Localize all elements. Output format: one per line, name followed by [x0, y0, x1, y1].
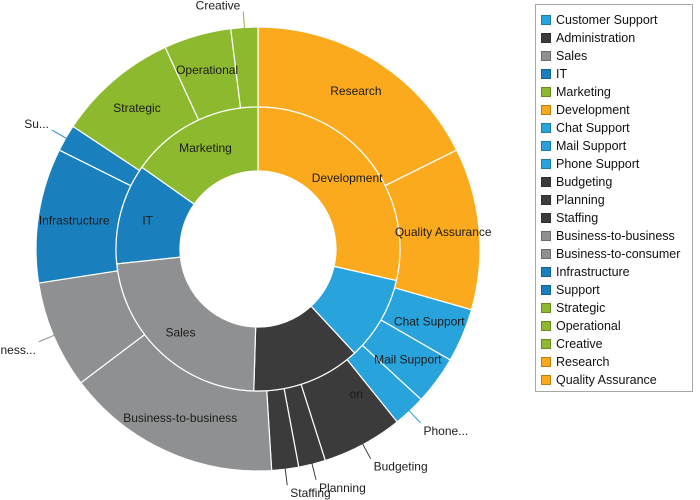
legend-label: Creative: [556, 337, 603, 351]
inner-ring: [115, 106, 401, 392]
legend-item-sales[interactable]: Sales: [541, 47, 692, 65]
legend-item-quality-assurance[interactable]: Quality Assurance: [541, 371, 692, 389]
legend-swatch: [541, 51, 551, 61]
leader-line-business-to-consumer: [38, 333, 58, 343]
legend-item-infrastructure[interactable]: Infrastructure: [541, 263, 692, 281]
legend-label: Budgeting: [556, 175, 613, 189]
legend-swatch: [541, 69, 551, 79]
outer-label-infrastructure: Infrastructure: [39, 213, 110, 227]
inner-label-it: IT: [142, 213, 153, 227]
legend-item-research[interactable]: Research: [541, 353, 692, 371]
legend-swatch: [541, 231, 551, 241]
legend-item-business-to-consumer[interactable]: Business-to-consumer: [541, 245, 692, 263]
legend-label: Research: [556, 355, 610, 369]
legend-item-mail-support[interactable]: Mail Support: [541, 137, 692, 155]
outer-label-mail-support: Mail Support: [374, 352, 442, 366]
legend-swatch: [541, 177, 551, 187]
legend-swatch: [541, 285, 551, 295]
legend-swatch: [541, 195, 551, 205]
legend-item-marketing[interactable]: Marketing: [541, 83, 692, 101]
inner-label-sales: Sales: [165, 326, 195, 340]
inner-segment-marketing[interactable]: [141, 106, 259, 205]
outer-label-phone-support: Phone...: [423, 424, 468, 438]
legend-swatch: [541, 303, 551, 313]
legend-item-customer-support[interactable]: Customer Support: [541, 11, 692, 29]
leader-line-planning: [310, 460, 317, 480]
legend-label: Chat Support: [556, 121, 630, 135]
legend-label: Infrastructure: [556, 265, 630, 279]
legend-item-business-to-business[interactable]: Business-to-business: [541, 227, 692, 245]
legend-swatch: [541, 357, 551, 367]
legend-swatch: [541, 141, 551, 151]
legend-label: Quality Assurance: [556, 373, 657, 387]
inner-label-development: Development: [312, 171, 383, 185]
legend-item-phone-support[interactable]: Phone Support: [541, 155, 692, 173]
legend-label: Marketing: [556, 85, 611, 99]
legend-swatch: [541, 375, 551, 385]
legend-label: Administration: [556, 31, 636, 45]
legend-swatch: [541, 33, 551, 43]
legend-label: Phone Support: [556, 157, 640, 171]
leader-line-creative: [242, 11, 246, 32]
inner-segment-sales[interactable]: [116, 256, 257, 392]
legend-swatch: [541, 123, 551, 133]
legend-item-support[interactable]: Support: [541, 281, 692, 299]
legend-swatch: [541, 159, 551, 169]
inner-label-marketing: Marketing: [179, 141, 232, 155]
legend-swatch: [541, 339, 551, 349]
outer-label-business-to-business: Business-to-business: [123, 411, 237, 425]
legend-label: Sales: [556, 49, 588, 63]
legend-item-creative[interactable]: Creative: [541, 335, 692, 353]
partial-label: on: [350, 387, 363, 401]
legend-swatch: [541, 87, 551, 97]
outer-label-strategic: Strategic: [113, 101, 160, 115]
outer-ring: [35, 26, 481, 472]
segment-labels: Development Sales IT Marketing Research Quali…: [0, 0, 492, 500]
legend-label: Operational: [556, 319, 621, 333]
outer-label-quality-assurance: Quality Assurance: [395, 225, 492, 239]
legend-label: Staffing: [556, 211, 599, 225]
legend-label: Strategic: [556, 301, 606, 315]
outer-label-staffing: Staffing: [290, 486, 330, 500]
outer-label-business-to-consumer: Business...: [0, 343, 36, 357]
legend-label: Customer Support: [556, 13, 658, 27]
legend-item-it[interactable]: IT: [541, 65, 692, 83]
legend-swatch: [541, 249, 551, 259]
legend-item-planning[interactable]: Planning: [541, 191, 692, 209]
legend-swatch: [541, 15, 551, 25]
legend-swatch: [541, 267, 551, 277]
outer-label-chat-support: Chat Support: [394, 315, 465, 329]
legend-item-administration[interactable]: Administration: [541, 29, 692, 47]
legend-item-chat-support[interactable]: Chat Support: [541, 119, 692, 137]
legend: Customer Support Administration Sales IT Mar…: [535, 4, 693, 392]
legend-swatch: [541, 321, 551, 331]
legend-item-budgeting[interactable]: Budgeting: [541, 173, 692, 191]
legend-label: Development: [556, 103, 630, 117]
legend-label: Planning: [556, 193, 605, 207]
leader-line-support: [51, 129, 70, 141]
leader-line-staffing: [284, 465, 288, 486]
outer-label-support: Su...: [24, 117, 49, 131]
legend-label: Business-to-business: [556, 229, 675, 243]
legend-label: Business-to-consumer: [556, 247, 681, 261]
legend-item-strategic[interactable]: Strategic: [541, 299, 692, 317]
outer-label-planning: Planning: [319, 481, 366, 495]
outer-label-operational: Operational: [176, 63, 238, 77]
leader-line-budgeting: [360, 440, 372, 459]
legend-item-development[interactable]: Development: [541, 101, 692, 119]
inner-segment-development[interactable]: [257, 106, 401, 282]
legend-swatch: [541, 213, 551, 223]
legend-label: Support: [556, 283, 600, 297]
outer-label-budgeting: Budgeting: [374, 460, 428, 474]
legend-label: Mail Support: [556, 139, 627, 153]
legend-label: IT: [556, 67, 568, 81]
legend-swatch: [541, 105, 551, 115]
leader-line-phone-support: [406, 407, 421, 424]
outer-label-research: Research: [330, 84, 381, 98]
legend-item-staffing[interactable]: Staffing: [541, 209, 692, 227]
legend-item-operational[interactable]: Operational: [541, 317, 692, 335]
outer-label-creative: Creative: [196, 0, 241, 12]
sunburst-chart: Development Sales IT Marketing Research Quali…: [0, 0, 492, 500]
